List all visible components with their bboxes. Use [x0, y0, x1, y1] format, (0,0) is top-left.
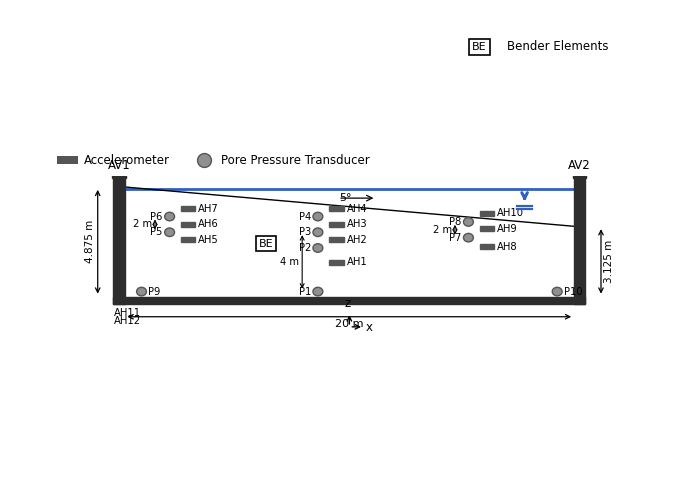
- Bar: [329, 260, 344, 265]
- Ellipse shape: [464, 217, 473, 226]
- Text: P7: P7: [449, 233, 462, 243]
- Bar: [329, 222, 344, 227]
- Bar: [181, 207, 195, 211]
- Legend: Accelerometer, Pore Pressure Transducer: Accelerometer, Pore Pressure Transducer: [52, 149, 374, 172]
- Text: 4 m: 4 m: [280, 257, 299, 267]
- Text: 3.125 m: 3.125 m: [603, 240, 614, 283]
- Text: AH1: AH1: [347, 257, 367, 267]
- Text: P9: P9: [148, 286, 161, 297]
- Ellipse shape: [464, 233, 473, 242]
- Bar: [329, 207, 344, 211]
- Bar: [181, 222, 195, 227]
- Text: AV1: AV1: [108, 159, 130, 172]
- Text: AH2: AH2: [347, 235, 367, 245]
- Text: AH7: AH7: [198, 204, 219, 214]
- Ellipse shape: [552, 287, 562, 296]
- Text: BE: BE: [472, 42, 487, 52]
- Text: AH3: AH3: [347, 219, 367, 229]
- Text: AH12: AH12: [114, 316, 140, 325]
- Text: AH11: AH11: [114, 309, 140, 318]
- Text: AH8: AH8: [497, 242, 518, 251]
- Bar: [181, 238, 195, 243]
- Ellipse shape: [313, 244, 323, 252]
- Ellipse shape: [164, 228, 175, 237]
- Bar: [479, 226, 495, 231]
- Text: P8: P8: [449, 217, 462, 227]
- Text: BE: BE: [259, 239, 273, 249]
- Text: 2 m: 2 m: [433, 225, 452, 235]
- Ellipse shape: [136, 287, 147, 296]
- Text: AH9: AH9: [497, 224, 518, 234]
- Text: 20 m: 20 m: [335, 319, 364, 329]
- Bar: [479, 211, 495, 216]
- Text: P6: P6: [151, 211, 163, 221]
- Text: AV2: AV2: [569, 159, 591, 172]
- Bar: [574, 174, 585, 304]
- Bar: [479, 244, 495, 249]
- Text: P2: P2: [299, 243, 311, 253]
- Ellipse shape: [164, 212, 175, 221]
- Bar: [329, 238, 344, 243]
- Ellipse shape: [313, 212, 323, 221]
- Text: x: x: [366, 321, 373, 334]
- Text: P10: P10: [564, 286, 582, 297]
- Text: AH5: AH5: [198, 235, 219, 245]
- Ellipse shape: [313, 228, 323, 237]
- Text: 4.875 m: 4.875 m: [85, 220, 95, 263]
- Ellipse shape: [313, 287, 323, 296]
- Text: P5: P5: [151, 227, 163, 237]
- Text: 5°: 5°: [339, 193, 351, 203]
- Bar: [114, 296, 585, 304]
- Bar: [114, 174, 125, 304]
- Bar: [573, 175, 586, 177]
- Text: P1: P1: [299, 286, 311, 297]
- Text: AH10: AH10: [497, 209, 524, 218]
- Text: AH6: AH6: [198, 219, 219, 229]
- Bar: [112, 175, 126, 177]
- Text: Bender Elements: Bender Elements: [507, 40, 608, 53]
- Text: P3: P3: [299, 227, 311, 237]
- Text: P4: P4: [299, 211, 311, 221]
- Text: z: z: [345, 297, 351, 311]
- Text: 2 m: 2 m: [133, 219, 152, 229]
- Text: AH4: AH4: [347, 204, 367, 214]
